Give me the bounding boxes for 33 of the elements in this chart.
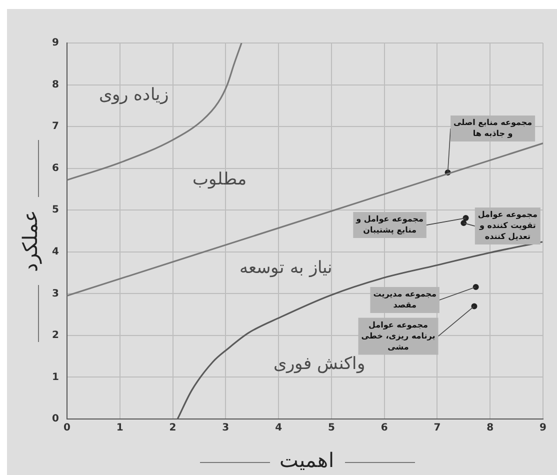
- y-tick-label: 4: [52, 246, 60, 258]
- x-axis-title: اهمیت: [280, 448, 334, 472]
- text: مجموعه مدیریت مقصد: [373, 290, 436, 310]
- y-tick-label: 2: [52, 330, 60, 342]
- y-tick-label: 9: [52, 38, 60, 49]
- y-tick-label: 1: [52, 372, 60, 383]
- annotation: مطلوب: [192, 170, 246, 190]
- x-tick-label: 5: [328, 422, 335, 434]
- text: مجموعه منابع اصلی و جاذبه ها: [454, 118, 532, 138]
- annotation: واکنش فوری: [274, 354, 365, 374]
- y-tick-label: 3: [52, 288, 60, 300]
- x-tick-label: 2: [169, 422, 176, 434]
- x-tick-label: 0: [64, 422, 71, 434]
- x-tick-label: 9: [540, 422, 547, 434]
- text: مجموعه عوامل و منابع پشتیبان: [355, 214, 424, 235]
- series-label: مجموعه عوامل تقویت کننده و تعدیل کننده: [478, 210, 538, 242]
- x-tick-label: 7: [434, 422, 441, 434]
- y-axis-title: عملکرد: [18, 210, 42, 272]
- point: [472, 284, 479, 290]
- x-tick-label: 6: [380, 422, 388, 434]
- x-tick-label: 3: [222, 422, 230, 434]
- x-tick-label: 1: [116, 422, 124, 434]
- point: [462, 215, 469, 222]
- x-tick-label: 8: [486, 422, 494, 434]
- annotation: زیاده روی: [98, 85, 168, 106]
- annotation: نیاز به توسعه: [240, 258, 332, 278]
- x-tick-label: 4: [275, 422, 282, 434]
- y-tick-label: 0: [52, 414, 60, 425]
- y-tick-label: 6: [52, 162, 60, 174]
- text: مجموعه عوامل برنامه ریزی، خطی مشی: [361, 320, 436, 352]
- y-tick-label: 7: [52, 121, 60, 132]
- y-tick-label: 8: [52, 79, 60, 90]
- y-tick-label: 5: [52, 204, 60, 216]
